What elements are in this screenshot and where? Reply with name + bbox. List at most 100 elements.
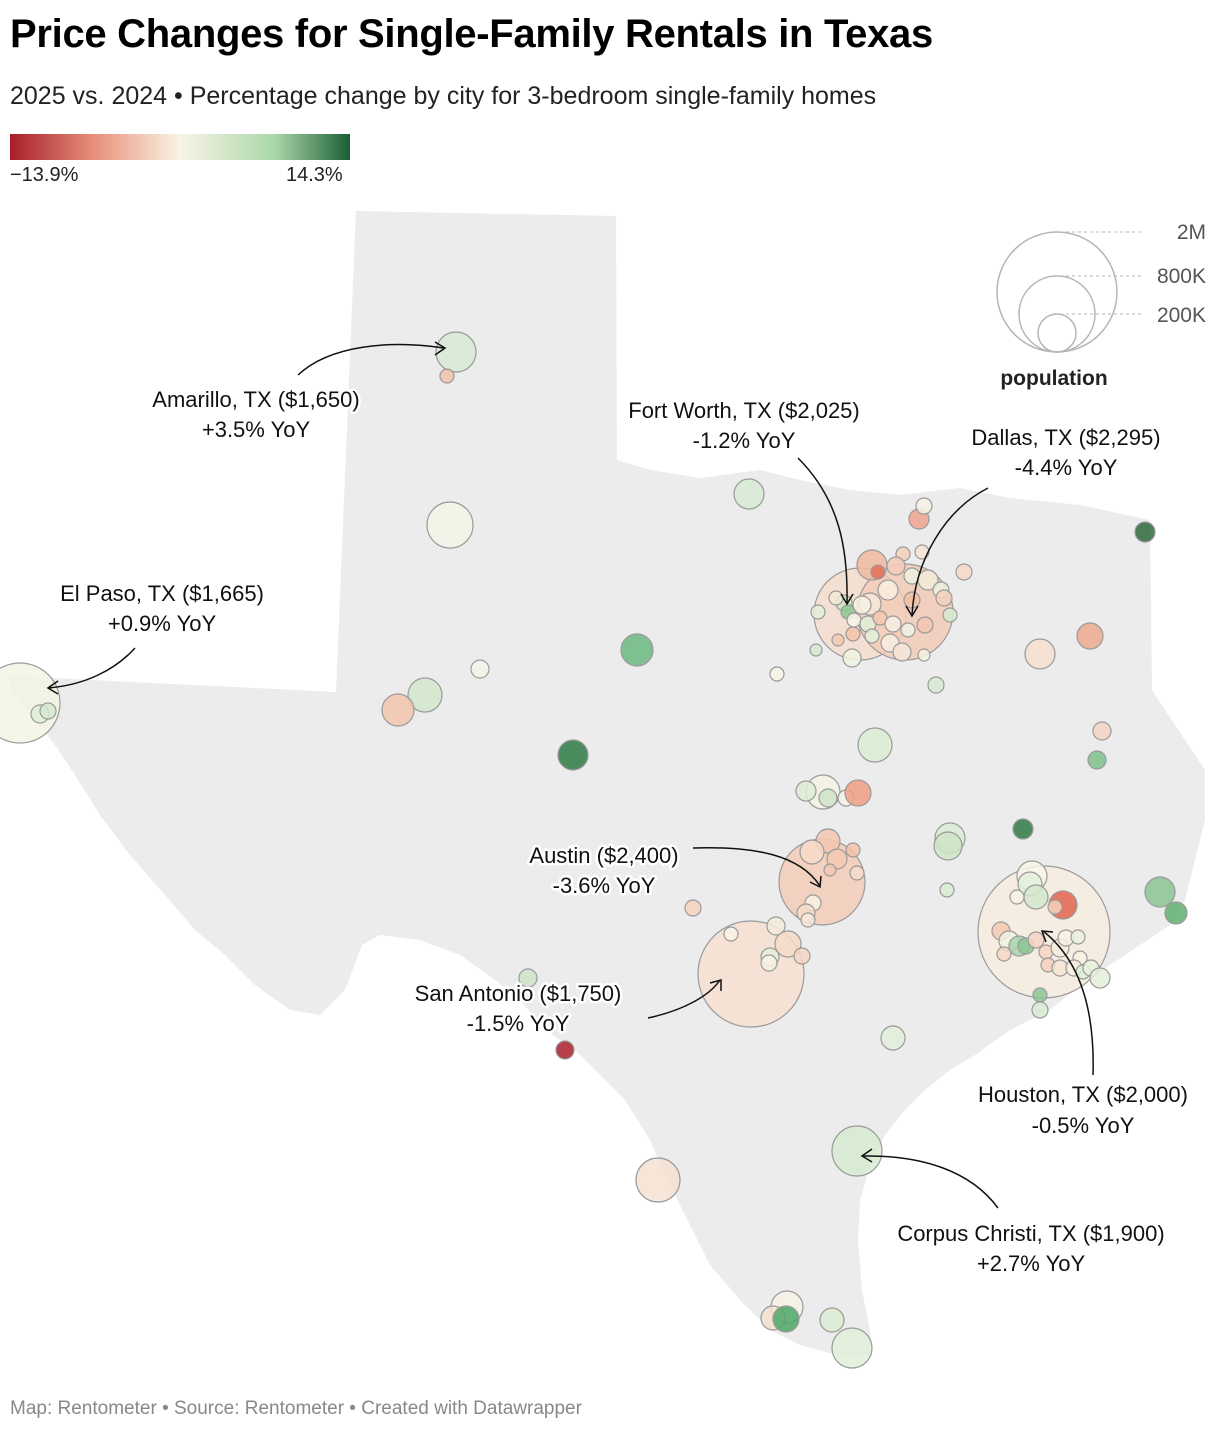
callout-corpus-christi-line2: +2.7% YoY	[977, 1251, 1086, 1276]
city-bubble	[831, 633, 845, 647]
city-bubble	[892, 642, 912, 662]
city-bubble	[927, 676, 945, 694]
city-bubble	[844, 779, 872, 807]
city-bubble	[1027, 931, 1045, 949]
el-paso-arrowhead	[46, 680, 59, 695]
callout-houston-line2: -0.5% YoY	[1032, 1113, 1135, 1138]
city-bubble	[903, 591, 921, 609]
callout-san-antonio: San Antonio ($1,750) San Antonio ($1,750…	[412, 979, 624, 1039]
size-legend-label-200k: 200K	[1157, 304, 1206, 327]
city-bubble	[933, 831, 963, 861]
callout-houston: Houston, TX ($2,000) Houston, TX ($2,000…	[976, 1080, 1191, 1141]
city-bubble	[557, 739, 589, 771]
city-bubble	[857, 727, 893, 763]
city-bubble	[1089, 967, 1111, 989]
houston-arrow	[1042, 930, 1094, 1076]
city-bubble	[1076, 622, 1104, 650]
city-bubble	[684, 899, 702, 917]
city-bubble	[831, 1327, 873, 1369]
city-bubble	[381, 693, 415, 727]
svg-text:-4.4% YoY: -4.4% YoY	[1015, 455, 1118, 480]
city-bubble	[917, 648, 931, 662]
city-bubble	[1009, 889, 1025, 905]
city-bubble	[852, 595, 872, 615]
city-bubble	[935, 589, 953, 607]
city-bubble	[886, 556, 906, 576]
city-bubble	[916, 616, 934, 634]
austin-arrowhead	[809, 875, 822, 889]
city-bubble	[831, 1125, 883, 1177]
callout-el-paso-line2: +0.9% YoY	[108, 611, 217, 636]
city-bubble	[435, 331, 477, 373]
size-legend-circle-2m	[996, 231, 1118, 353]
city-bubble	[1032, 987, 1048, 1003]
city-bubble	[864, 628, 880, 644]
city-bubble	[1087, 750, 1107, 770]
city-bubbles	[0, 331, 1188, 1369]
callout-amarillo-line1: Amarillo, TX ($1,650)	[152, 387, 359, 412]
city-bubble	[809, 643, 823, 657]
city-bubble	[39, 702, 57, 720]
svg-text:San Antonio ($1,750): San Antonio ($1,750)	[415, 981, 622, 1006]
city-bubble	[620, 633, 654, 667]
svg-text:-0.5% YoY: -0.5% YoY	[1032, 1113, 1135, 1138]
city-bubble	[845, 842, 861, 858]
city-bubble	[799, 839, 825, 865]
size-legend: 2M 800K 200K population	[996, 221, 1206, 390]
coastline-barrier	[865, 1014, 1051, 1351]
color-legend-bar	[10, 134, 350, 160]
city-bubble	[766, 916, 786, 936]
svg-text:Fort Worth, TX ($2,025): Fort Worth, TX ($2,025)	[628, 398, 860, 423]
city-bubble	[555, 1040, 575, 1060]
city-bubble	[1031, 1001, 1049, 1019]
svg-text:+3.5% YoY: +3.5% YoY	[202, 417, 311, 442]
callout-austin-line2: -3.6% YoY	[553, 873, 656, 898]
city-bubble	[772, 1305, 800, 1333]
el-paso-arrow	[47, 647, 136, 689]
city-bubble	[818, 788, 838, 808]
city-bubble	[733, 478, 765, 510]
size-legend-title: population	[1000, 367, 1107, 390]
san-antonio-arrowhead	[709, 979, 722, 991]
callout-fort-worth: Fort Worth, TX ($2,025) Fort Worth, TX (…	[626, 396, 863, 456]
callout-san-antonio-line2: -1.5% YoY	[467, 1011, 570, 1036]
size-legend-label-800k: 800K	[1157, 265, 1206, 288]
callout-corpus-christi: Corpus Christi, TX ($1,900) Corpus Chris…	[895, 1219, 1167, 1279]
city-bubble	[828, 590, 844, 606]
city-bubble	[915, 497, 933, 515]
corpus-christi-arrow	[862, 1155, 999, 1209]
callout-amarillo-line2: +3.5% YoY	[202, 417, 311, 442]
color-legend-max-label: 14.3%	[286, 164, 343, 186]
city-bubble	[0, 662, 61, 744]
city-bubble	[774, 930, 802, 958]
city-bubble	[870, 564, 886, 580]
dallas-arrowhead	[905, 605, 919, 618]
city-bubble	[1092, 721, 1112, 741]
city-bubble	[996, 946, 1012, 962]
city-bubble	[1144, 876, 1176, 908]
city-bubble	[1134, 521, 1156, 543]
callout-fort-worth-line2: -1.2% YoY	[693, 428, 796, 453]
svg-text:Austin ($2,400): Austin ($2,400)	[529, 843, 678, 868]
amarillo-arrowhead	[434, 341, 447, 356]
city-bubble	[810, 604, 826, 620]
city-bubble	[518, 968, 538, 988]
callout-labels: Amarillo, TX ($1,650) Amarillo, TX ($1,6…	[58, 385, 1191, 1279]
city-bubble	[1024, 638, 1056, 670]
callout-dallas: Dallas, TX ($2,295) Dallas, TX ($2,295) …	[969, 423, 1163, 483]
callout-austin-line1: Austin ($2,400)	[529, 843, 678, 868]
fort-worth-arrowhead	[840, 593, 854, 606]
color-legend-min-label: −13.9%	[10, 164, 79, 186]
svg-text:Amarillo, TX ($1,650): Amarillo, TX ($1,650)	[152, 387, 359, 412]
city-bubble	[793, 947, 811, 965]
fort-worth-arrow	[797, 457, 848, 604]
svg-text:-3.6% YoY: -3.6% YoY	[553, 873, 656, 898]
city-bubble	[900, 622, 916, 638]
city-bubble	[1023, 884, 1049, 910]
city-bubble	[939, 882, 955, 898]
svg-text:+2.7% YoY: +2.7% YoY	[977, 1251, 1086, 1276]
amarillo-arrow	[297, 343, 445, 376]
city-bubble	[723, 926, 739, 942]
svg-text:+0.9% YoY: +0.9% YoY	[108, 611, 217, 636]
city-bubble	[1012, 818, 1034, 840]
